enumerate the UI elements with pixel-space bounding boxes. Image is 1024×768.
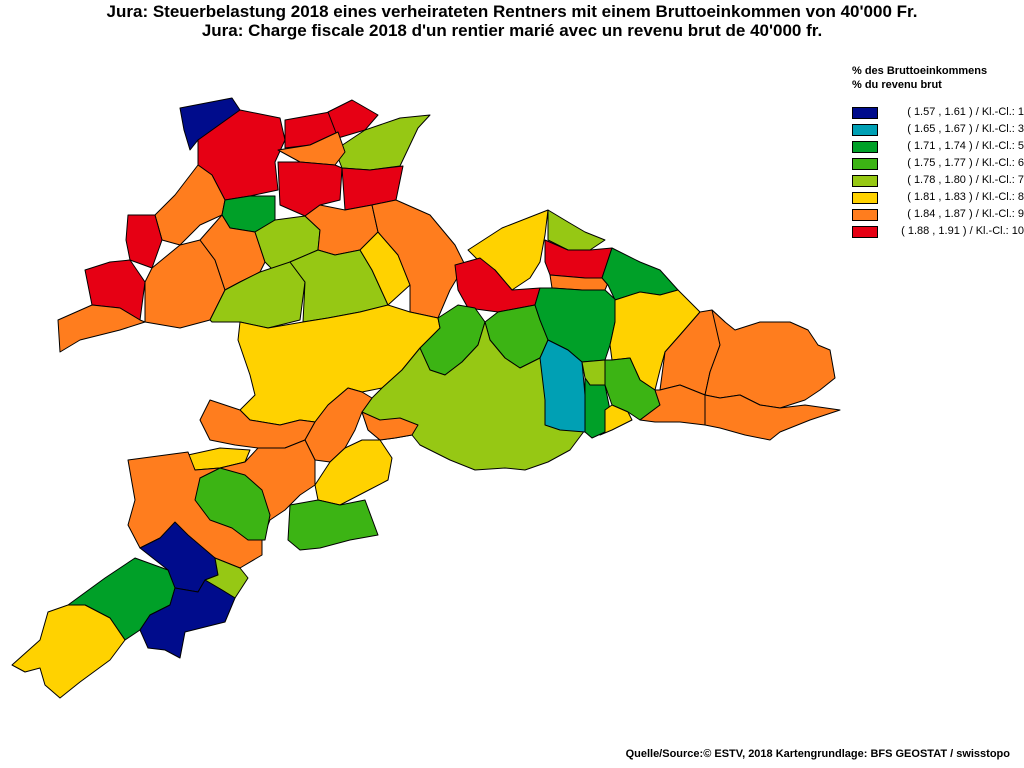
commune-region[interactable] [11,604,126,699]
legend-swatch [852,175,878,187]
commune-region[interactable] [371,199,466,319]
legend-heading-fr: % du revenu brut [852,79,942,91]
legend-label: ( 1.65 , 1.67 ) / Kl.-Cl.: 3 [907,123,1024,135]
legend-swatch [852,141,878,153]
legend-item: ( 1.65 , 1.67 ) / Kl.-Cl.: 3 [852,122,1024,139]
legend-item: ( 1.88 , 1.91 ) / Kl.-Cl.: 10 [852,224,1024,241]
legend-label: ( 1.75 , 1.77 ) / Kl.-Cl.: 6 [907,157,1024,169]
map-title-de: Jura: Steuerbelastung 2018 eines verheir… [106,2,918,21]
legend-swatch [852,226,878,238]
commune-region[interactable] [199,214,266,291]
source-note: Quelle/Source:© ESTV, 2018 Kartengrundla… [625,748,1010,760]
legend-item: ( 1.81 , 1.83 ) / Kl.-Cl.: 8 [852,190,1024,207]
commune-region[interactable] [547,209,606,251]
commune-region[interactable] [599,404,633,436]
legend-swatch [852,107,878,119]
legend-swatch [852,209,878,221]
legend-label: ( 1.78 , 1.80 ) / Kl.-Cl.: 7 [907,174,1024,186]
commune-region[interactable] [57,304,146,353]
commune-region[interactable] [154,164,226,246]
legend-item: ( 1.78 , 1.80 ) / Kl.-Cl.: 7 [852,173,1024,190]
commune-region[interactable] [609,289,701,391]
legend-items: ( 1.57 , 1.61 ) / Kl.-Cl.: 1 ( 1.65 , 1.6… [852,105,1024,241]
legend-swatch [852,124,878,136]
commune-region[interactable] [704,309,836,409]
legend-label: ( 1.81 , 1.83 ) / Kl.-Cl.: 8 [907,191,1024,203]
legend-label: ( 1.88 , 1.91 ) / Kl.-Cl.: 10 [901,225,1024,237]
legend-label: ( 1.71 , 1.74 ) / Kl.-Cl.: 5 [907,140,1024,152]
commune-region[interactable] [314,439,393,506]
commune-region[interactable] [125,214,163,269]
legend-item: ( 1.71 , 1.74 ) / Kl.-Cl.: 5 [852,139,1024,156]
legend-item: ( 1.75 , 1.77 ) / Kl.-Cl.: 6 [852,156,1024,173]
commune-region[interactable] [287,499,379,551]
commune-region[interactable] [704,394,841,441]
legend-swatch [852,158,878,170]
legend-item: ( 1.84 , 1.87 ) / Kl.-Cl.: 9 [852,207,1024,224]
legend-item: ( 1.57 , 1.61 ) / Kl.-Cl.: 1 [852,105,1024,122]
map-title-fr: Jura: Charge fiscale 2018 d'un rentier m… [201,21,823,40]
commune-region[interactable] [237,304,441,426]
commune-region[interactable] [639,384,706,426]
map-legend: % des Bruttoeinkommens % du revenu brut … [852,64,1024,241]
legend-swatch [852,192,878,204]
legend-label: ( 1.57 , 1.61 ) / Kl.-Cl.: 1 [907,106,1024,118]
legend-label: ( 1.84 , 1.87 ) / Kl.-Cl.: 9 [907,208,1024,220]
commune-region[interactable] [277,161,343,217]
commune-region[interactable] [139,579,236,659]
commune-region[interactable] [361,411,419,441]
commune-region[interactable] [209,261,306,329]
legend-heading-de: % des Bruttoeinkommens [852,65,988,77]
commune-region[interactable] [194,467,271,541]
